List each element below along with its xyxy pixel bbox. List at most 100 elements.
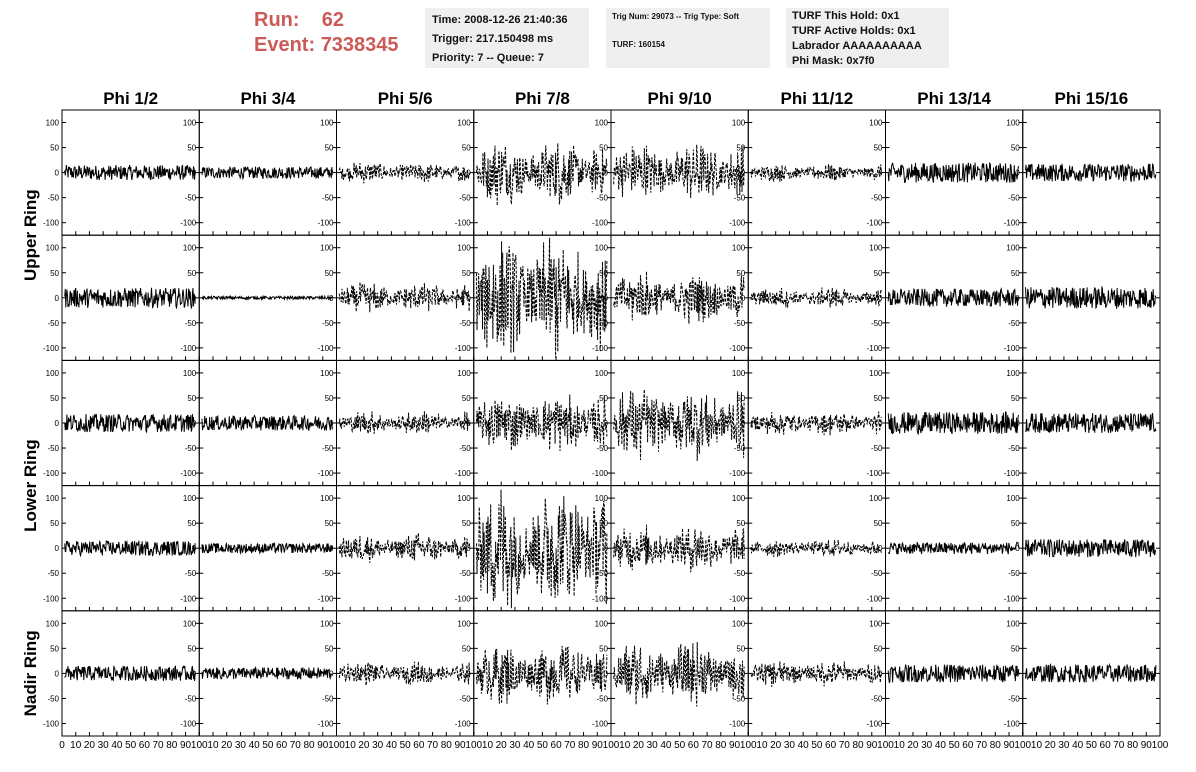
x-tick-label: 100 — [191, 740, 208, 751]
y-tick-label: 0 — [55, 294, 60, 303]
y-tick-label: 0 — [878, 169, 883, 178]
y-tick-label: 0 — [192, 169, 197, 178]
y-tick-label: 100 — [869, 369, 883, 378]
panel-frame — [61, 359, 200, 487]
x-tick-label: 50 — [949, 740, 961, 751]
waveform-trace — [887, 287, 1020, 307]
y-tick-label: 50 — [462, 394, 471, 403]
y-tick-label: -50 — [322, 444, 334, 453]
y-tick-label: -100 — [729, 719, 746, 728]
y-tick-label: 100 — [732, 369, 746, 378]
y-tick-label: 100 — [183, 619, 197, 628]
x-tick-label: 10 — [70, 740, 82, 751]
y-tick-label: 100 — [46, 494, 60, 503]
y-tick-label: -50 — [459, 569, 471, 578]
column-title: Phi 3/4 — [240, 89, 295, 108]
event-label: Event: — [254, 34, 316, 56]
y-tick-label: -50 — [871, 569, 883, 578]
waveform-trace — [1025, 285, 1157, 310]
y-tick-label: -50 — [596, 319, 608, 328]
y-tick-label: 100 — [869, 119, 883, 128]
waveform-trace — [887, 411, 1020, 436]
y-tick-label: 50 — [599, 519, 608, 528]
y-tick-label: 50 — [599, 644, 608, 653]
y-tick-label: -100 — [1004, 594, 1021, 603]
y-tick-label: 50 — [325, 644, 334, 653]
x-tick-label: 40 — [111, 740, 123, 751]
x-tick-label: 90 — [592, 740, 604, 751]
y-tick-label: -50 — [185, 569, 197, 578]
x-tick-label: 30 — [784, 740, 796, 751]
y-tick-label: -100 — [729, 219, 746, 228]
column-title: Phi 9/10 — [647, 89, 711, 108]
y-tick-label: 50 — [874, 519, 883, 528]
y-tick-label: 100 — [1006, 494, 1020, 503]
y-tick-label: 50 — [325, 144, 334, 153]
x-tick-label: 40 — [935, 740, 947, 751]
x-tick-label: 50 — [125, 740, 137, 751]
x-tick-label: 50 — [537, 740, 549, 751]
y-tick-label: 0 — [192, 669, 197, 678]
x-tick-label: 100 — [877, 740, 894, 751]
y-tick-label: 100 — [732, 244, 746, 253]
y-tick-label: 50 — [187, 269, 196, 278]
y-tick-label: -100 — [317, 594, 334, 603]
waveform-trace — [201, 294, 333, 302]
y-tick-label: 0 — [604, 669, 609, 678]
y-tick-label: -100 — [729, 594, 746, 603]
y-tick-label: -50 — [322, 319, 334, 328]
x-tick-label: 90 — [1141, 740, 1153, 751]
waveform-trace — [201, 166, 333, 181]
x-tick-label: 90 — [317, 740, 329, 751]
x-tick-label: 80 — [166, 740, 178, 751]
y-tick-label: 100 — [595, 119, 609, 128]
y-tick-label: 100 — [183, 369, 197, 378]
y-tick-label: 50 — [50, 144, 59, 153]
y-tick-label: 0 — [878, 544, 883, 553]
y-tick-label: 50 — [736, 144, 745, 153]
y-tick-label: 0 — [741, 169, 746, 178]
y-tick-label: -50 — [596, 194, 608, 203]
y-tick-label: 100 — [732, 619, 746, 628]
panel-frame — [336, 234, 475, 361]
y-tick-label: 50 — [50, 644, 59, 653]
y-tick-label: 50 — [736, 269, 745, 278]
x-tick-label: 90 — [1003, 740, 1015, 751]
x-tick-label: 70 — [564, 740, 576, 751]
y-tick-label: -50 — [185, 444, 197, 453]
y-tick-label: -100 — [43, 469, 60, 478]
x-tick-label: 60 — [688, 740, 700, 751]
y-tick-label: -100 — [592, 219, 609, 228]
priority-line: Priority: 7 -- Queue: 7 — [432, 52, 544, 64]
y-tick-label: 100 — [320, 244, 334, 253]
y-tick-label: 0 — [192, 544, 197, 553]
y-tick-label: -100 — [866, 469, 883, 478]
panel-frame — [747, 610, 886, 737]
x-tick-label: 40 — [660, 740, 672, 751]
x-tick-label: 60 — [413, 740, 425, 751]
waveform-trace — [476, 489, 608, 609]
y-tick-label: 50 — [599, 144, 608, 153]
y-tick-label: 50 — [1011, 144, 1020, 153]
x-tick-label: 100 — [1152, 740, 1169, 751]
y-tick-label: -100 — [866, 719, 883, 728]
run-value: 62 — [321, 9, 345, 31]
y-tick-label: 50 — [1011, 269, 1020, 278]
x-tick-label: 20 — [496, 740, 508, 751]
row-label: Upper Ring — [21, 189, 40, 281]
column-title: Phi 11/12 — [780, 89, 853, 108]
waveform-trace — [64, 664, 196, 682]
waveform-trace — [64, 413, 196, 434]
x-tick-label: 100 — [740, 740, 757, 751]
x-tick-label: 70 — [1113, 740, 1125, 751]
y-tick-label: -100 — [317, 719, 334, 728]
x-tick-label: 70 — [290, 740, 302, 751]
x-tick-label: 70 — [702, 740, 714, 751]
y-tick-label: -50 — [185, 319, 197, 328]
x-tick-label: 10 — [1031, 740, 1043, 751]
x-tick-label: 80 — [990, 740, 1002, 751]
x-tick-label: 100 — [465, 740, 482, 751]
y-tick-label: 0 — [604, 169, 609, 178]
y-tick-label: -100 — [866, 594, 883, 603]
